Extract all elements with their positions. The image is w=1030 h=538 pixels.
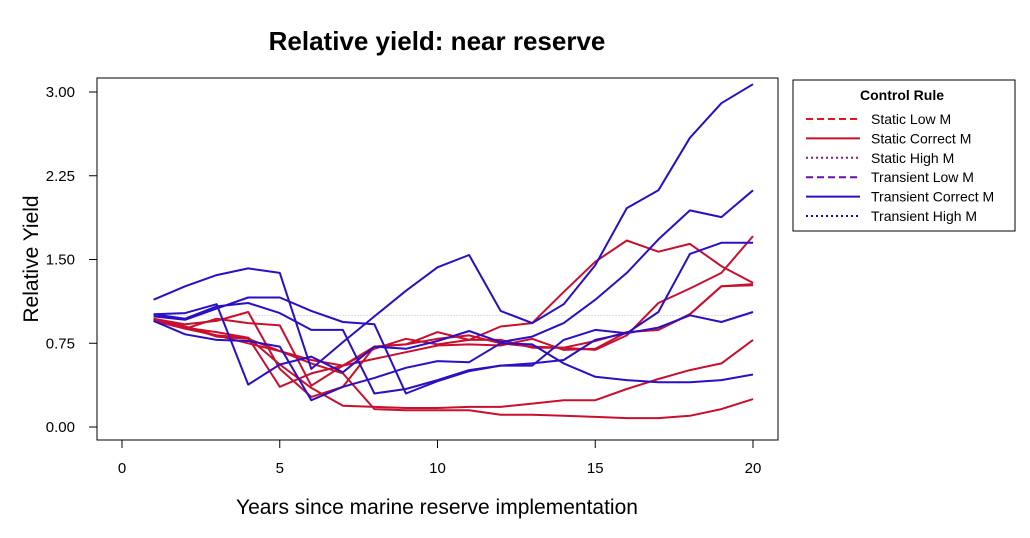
y-tick-label: 1.50 — [46, 252, 75, 269]
series-line-10 — [153, 302, 754, 395]
x-tick-label: 0 — [118, 460, 126, 477]
plot-area: 0 5 10 15 20 0.00 0.75 1.50 2.25 3.00 — [46, 77, 779, 477]
legend-label-2: Static Correct M — [871, 130, 971, 146]
legend-label-1: Static Low M — [871, 111, 951, 127]
legend-label-6: Transient High M — [871, 208, 977, 224]
legend-label-5: Transient Correct M — [871, 189, 994, 205]
x-tick-label: 5 — [276, 460, 284, 477]
series-line-9 — [153, 241, 753, 395]
legend: Control Rule Static Low M Static Correct … — [792, 79, 1016, 232]
legend-title: Control Rule — [860, 87, 944, 103]
x-tick-label: 20 — [745, 460, 762, 477]
legend-label-4: Transient Low M — [871, 169, 974, 185]
plot-frame — [96, 77, 779, 441]
chart-title: Relative yield: near reserve — [269, 26, 606, 56]
x-axis-label: Years since marine reserve implementatio… — [236, 496, 638, 519]
series-line-7 — [153, 83, 754, 370]
series-line-3 — [153, 239, 754, 388]
x-tick-label: 15 — [587, 460, 604, 477]
y-axis-label: Relative Yield — [20, 195, 43, 322]
x-tick-label: 10 — [429, 460, 446, 477]
series-line-1 — [153, 235, 754, 398]
y-tick-label: 3.00 — [46, 84, 75, 101]
y-tick-label: 0.75 — [46, 335, 75, 352]
legend-label-3: Static High M — [871, 150, 954, 166]
series-line-5 — [153, 317, 754, 420]
legend-box — [792, 79, 1016, 232]
series-line-11 — [153, 319, 754, 402]
series-line-4 — [153, 283, 754, 367]
y-tick-label: 0.00 — [46, 419, 75, 436]
series-line-8 — [153, 189, 754, 386]
y-tick-label: 2.25 — [46, 168, 75, 185]
series-line-6 — [153, 318, 754, 409]
